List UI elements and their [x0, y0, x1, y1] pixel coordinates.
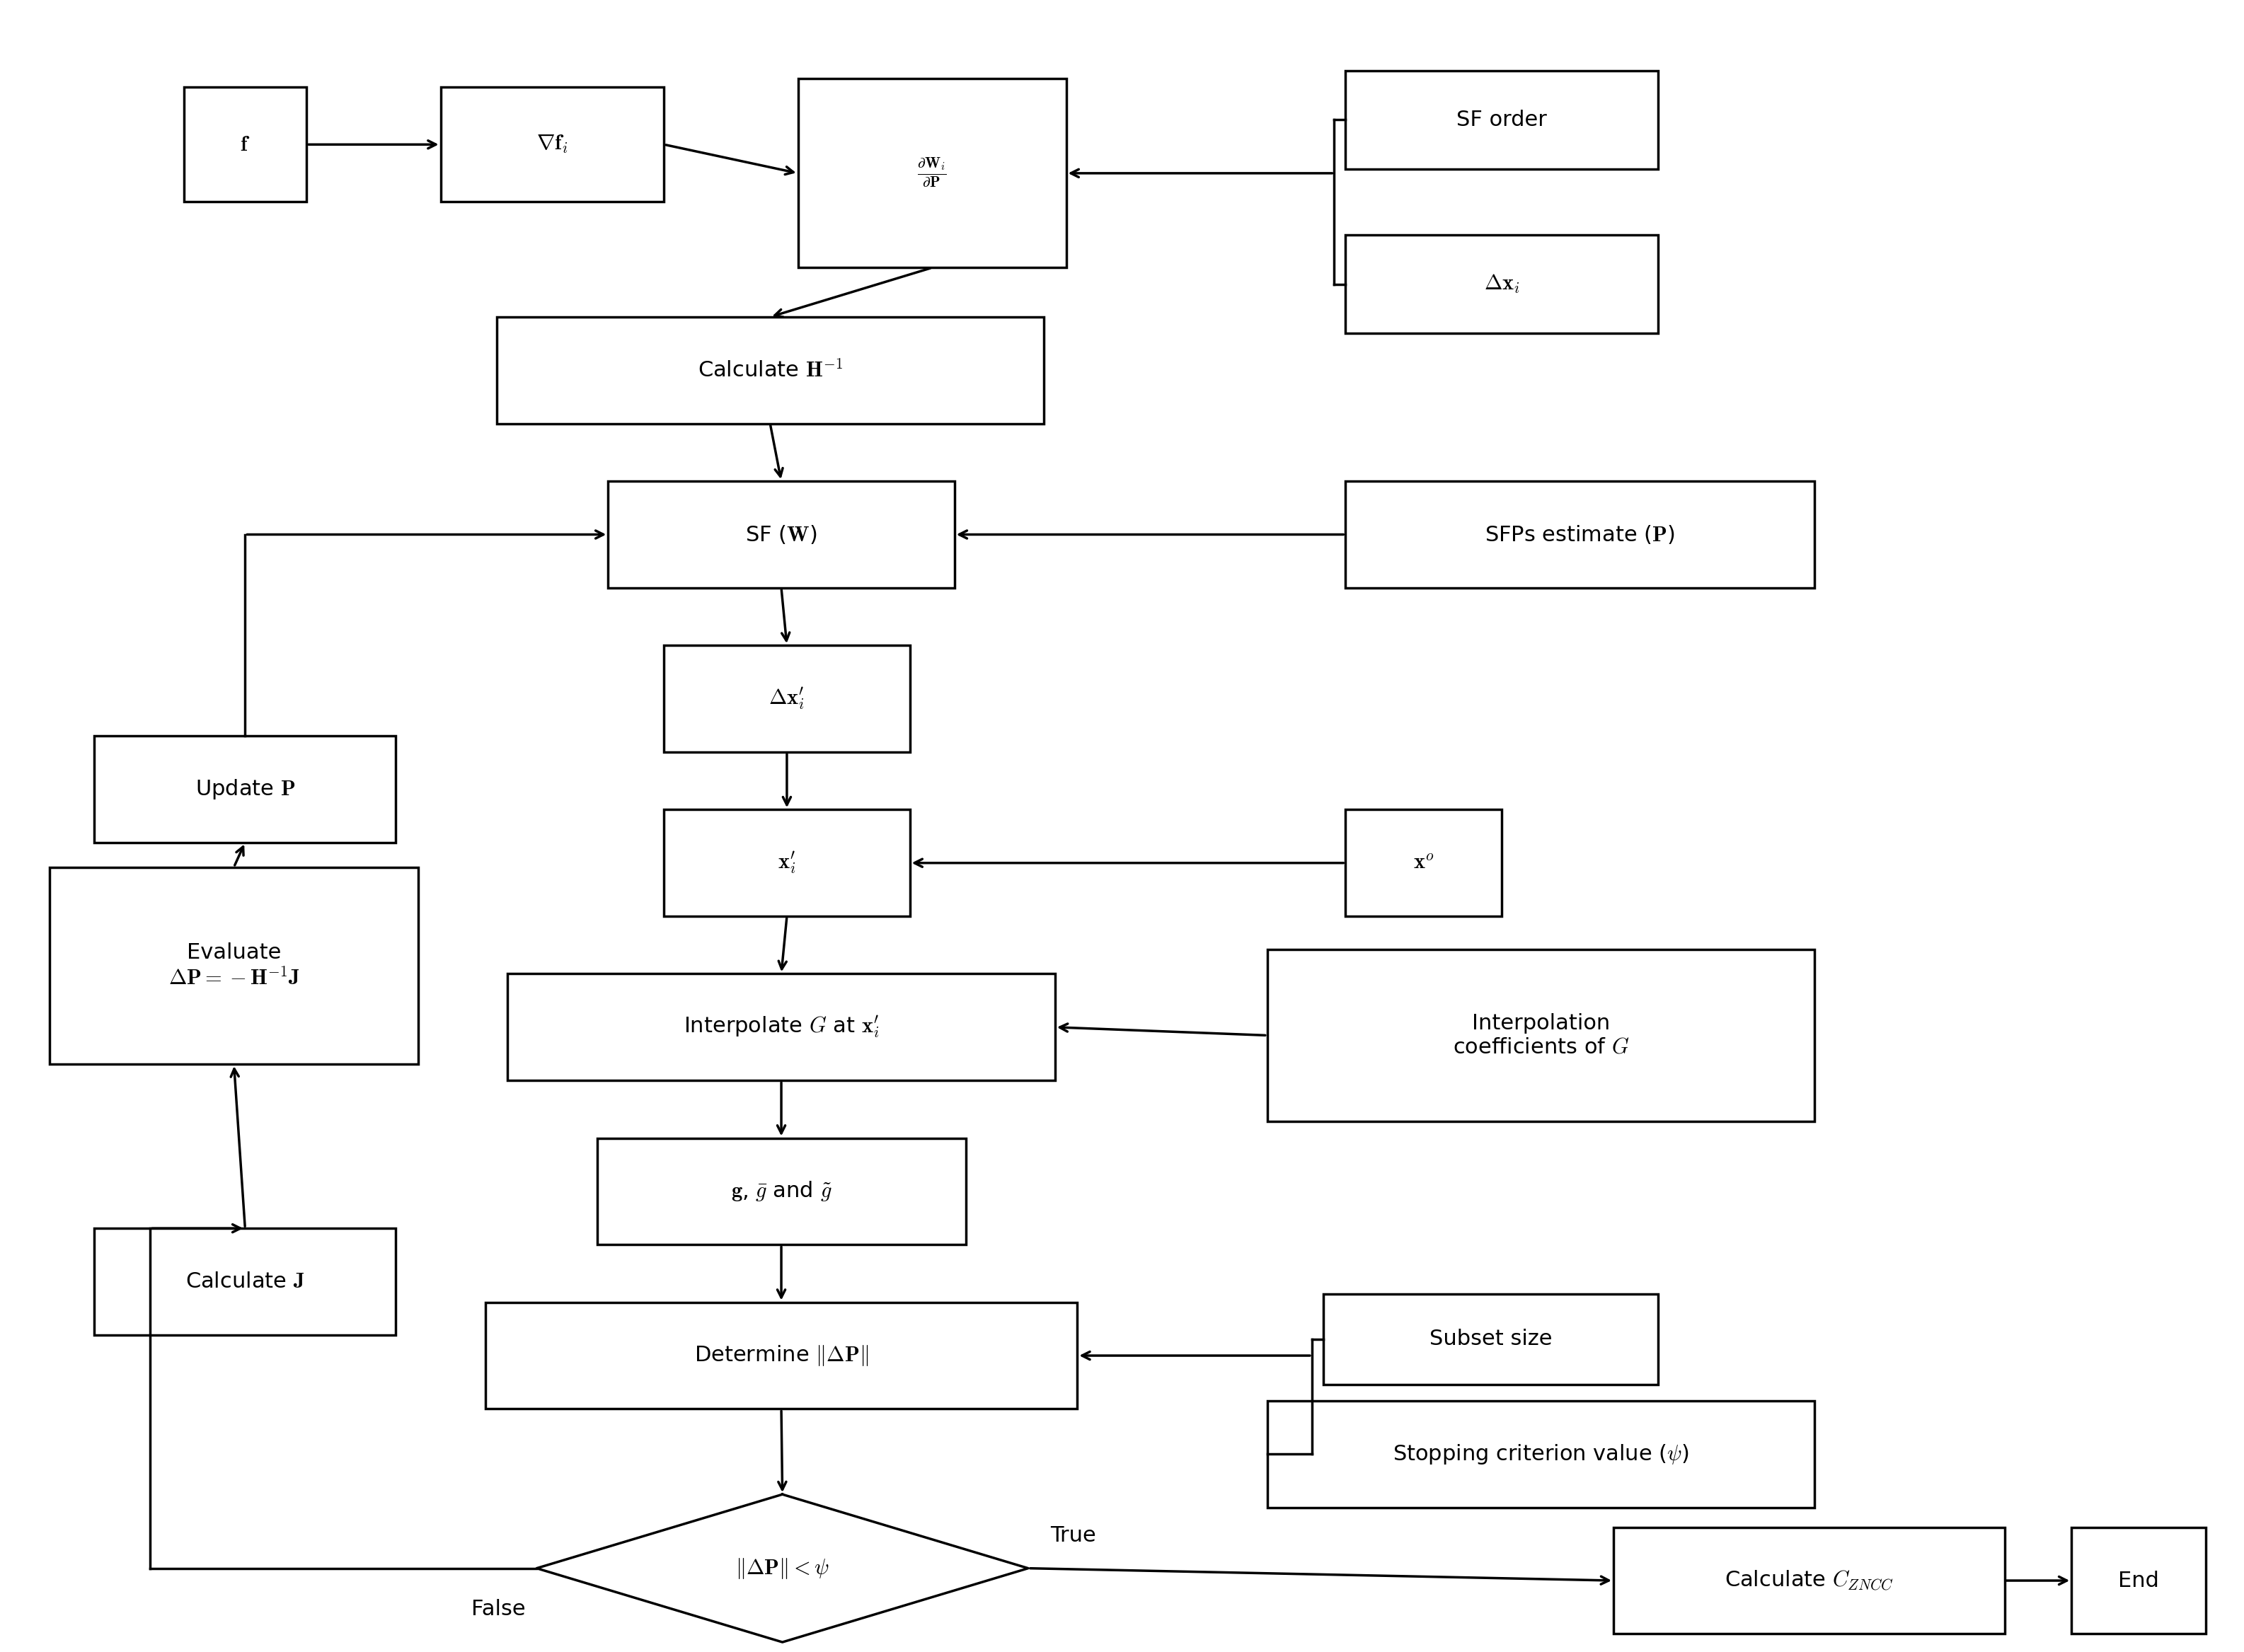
Text: SFPs estimate ($\mathbf{P}$): SFPs estimate ($\mathbf{P}$)	[1486, 524, 1674, 545]
Text: Evaluate
$\Delta \mathbf{P} = -\mathbf{H}^{-1}\mathbf{J}$: Evaluate $\Delta \mathbf{P} = -\mathbf{H…	[168, 943, 301, 988]
Text: Subset size: Subset size	[1429, 1328, 1553, 1350]
FancyBboxPatch shape	[2071, 1526, 2206, 1634]
Text: $\mathbf{x}_i'$: $\mathbf{x}_i'$	[779, 851, 797, 876]
Text: Interpolate $G$ at $\mathbf{x}_i'$: Interpolate $G$ at $\mathbf{x}_i'$	[684, 1014, 880, 1041]
Text: Interpolation
coefficients of $G$: Interpolation coefficients of $G$	[1452, 1013, 1629, 1057]
FancyBboxPatch shape	[49, 867, 417, 1064]
Text: Calculate $C_{ZNCC}$: Calculate $C_{ZNCC}$	[1723, 1569, 1894, 1593]
Text: Update $\mathbf{P}$: Update $\mathbf{P}$	[195, 778, 294, 801]
FancyBboxPatch shape	[1268, 1401, 1815, 1508]
Text: True: True	[1050, 1525, 1097, 1546]
Text: SF order: SF order	[1456, 109, 1546, 131]
FancyBboxPatch shape	[1346, 235, 1658, 334]
FancyBboxPatch shape	[597, 1138, 965, 1244]
FancyBboxPatch shape	[1268, 950, 1815, 1122]
Text: False: False	[471, 1599, 525, 1619]
FancyBboxPatch shape	[799, 79, 1066, 268]
FancyBboxPatch shape	[608, 481, 954, 588]
FancyBboxPatch shape	[1613, 1526, 2004, 1634]
FancyBboxPatch shape	[1346, 71, 1658, 169]
Text: Determine $\|\Delta \mathbf{P}\|$: Determine $\|\Delta \mathbf{P}\|$	[693, 1343, 868, 1368]
FancyBboxPatch shape	[1324, 1294, 1658, 1384]
FancyBboxPatch shape	[1346, 809, 1501, 917]
FancyBboxPatch shape	[664, 809, 909, 917]
FancyBboxPatch shape	[440, 88, 664, 202]
Text: Calculate $\mathbf{J}$: Calculate $\mathbf{J}$	[186, 1272, 305, 1292]
FancyBboxPatch shape	[94, 735, 395, 843]
FancyBboxPatch shape	[94, 1229, 395, 1335]
Text: Calculate $\mathbf{H}^{-1}$: Calculate $\mathbf{H}^{-1}$	[698, 360, 844, 382]
FancyBboxPatch shape	[485, 1302, 1077, 1409]
Text: $\mathbf{f}$: $\mathbf{f}$	[240, 134, 249, 155]
FancyBboxPatch shape	[1346, 481, 1815, 588]
FancyBboxPatch shape	[184, 88, 307, 202]
FancyBboxPatch shape	[664, 646, 909, 752]
Text: $\|\Delta \mathbf{P}\| < \psi$: $\|\Delta \mathbf{P}\| < \psi$	[736, 1556, 830, 1581]
Text: $\mathbf{g}$, $\bar{g}$ and $\tilde{g}$: $\mathbf{g}$, $\bar{g}$ and $\tilde{g}$	[732, 1180, 833, 1203]
Text: $\mathbf{x}^o$: $\mathbf{x}^o$	[1414, 852, 1434, 874]
Text: $\Delta \mathbf{x}_i'$: $\Delta \mathbf{x}_i'$	[770, 686, 806, 712]
Text: $\nabla \mathbf{f}_i$: $\nabla \mathbf{f}_i$	[536, 134, 568, 155]
Text: $\Delta \mathbf{x}_i$: $\Delta \mathbf{x}_i$	[1483, 273, 1519, 296]
Text: Stopping criterion value ($\psi$): Stopping criterion value ($\psi$)	[1394, 1442, 1690, 1465]
Text: SF ($\mathbf{W}$): SF ($\mathbf{W}$)	[745, 524, 817, 545]
FancyBboxPatch shape	[507, 973, 1055, 1080]
Text: $\frac{\partial \mathbf{W}_i}{\partial \mathbf{P}}$: $\frac{\partial \mathbf{W}_i}{\partial \…	[918, 157, 947, 190]
Text: End: End	[2118, 1571, 2159, 1591]
FancyBboxPatch shape	[496, 317, 1043, 423]
